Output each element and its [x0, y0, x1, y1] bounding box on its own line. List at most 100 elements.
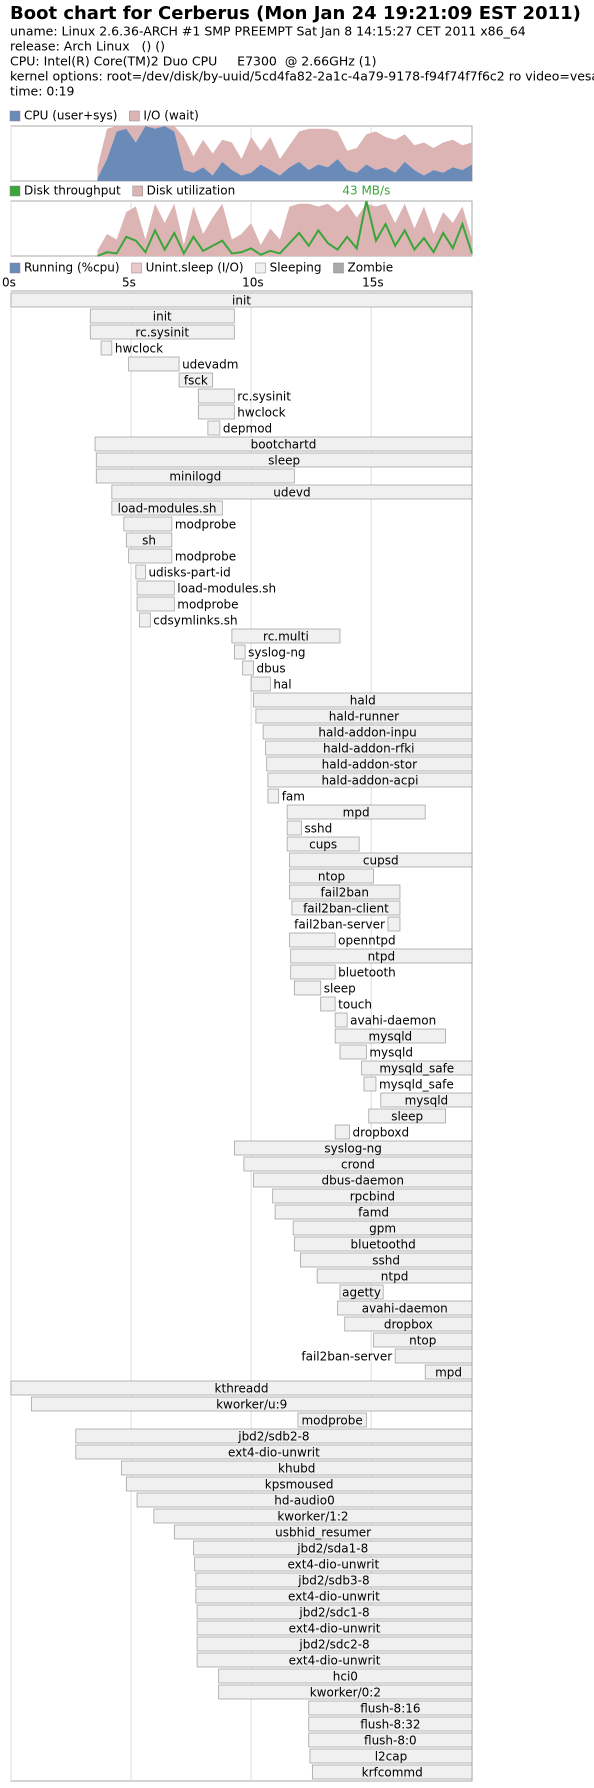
process-bar [293, 980, 322, 996]
process-bar [125, 532, 173, 548]
process-label: hald-addon-stor [322, 758, 417, 772]
process-bar [334, 1012, 348, 1028]
process-label: minilogd [169, 470, 221, 484]
process-bar [95, 452, 473, 468]
process-bar [368, 1108, 446, 1124]
process-label: modprobe [175, 550, 236, 564]
process-label: rc.sysinit [237, 390, 291, 404]
header-line: CPU: Intel(R) Core(TM)2 Duo CPU E7300 @ … [10, 54, 376, 69]
process-bar [255, 708, 473, 724]
process-label: touch [338, 998, 372, 1012]
process-bar [308, 1732, 473, 1748]
process-label: fsck [184, 374, 208, 388]
process-label: flush-8:16 [360, 1702, 420, 1716]
process-bar [136, 580, 175, 596]
process-bar [424, 1364, 473, 1380]
process-label: jbd2/sdc2-8 [298, 1638, 369, 1652]
process-label: ntop [318, 870, 345, 884]
x-tick-label: 0s [2, 276, 16, 290]
process-label: khubd [278, 1462, 315, 1476]
process-label: syslog-ng [248, 646, 305, 660]
process-label: mysqld [369, 1046, 413, 1060]
process-label: kworker/1:2 [277, 1510, 348, 1524]
legend-label: Sleeping [270, 261, 322, 275]
legend-swatch [9, 185, 21, 197]
process-label: hald-addon-inpu [318, 726, 416, 740]
process-label: hwclock [115, 342, 163, 356]
process-label: flush-8:32 [360, 1718, 420, 1732]
process-bar [286, 820, 302, 836]
process-bar [100, 340, 113, 356]
chart-title: Boot chart for Cerberus (Mon Jan 24 19:2… [10, 3, 581, 24]
legend-swatch [9, 110, 21, 122]
legend-swatch [255, 262, 266, 274]
process-bar [387, 916, 401, 932]
process-label: cups [309, 838, 337, 852]
process-bar [123, 516, 173, 532]
process-bar [344, 1316, 473, 1332]
process-bar [207, 420, 221, 436]
process-bar [136, 1492, 473, 1508]
process-bar [94, 436, 473, 452]
process-label: jbd2/sdb3-8 [297, 1574, 369, 1588]
process-label: usbhid_resumer [275, 1526, 371, 1540]
process-label: fail2ban-server [301, 1350, 392, 1364]
process-bar [218, 1684, 473, 1700]
cpu-area [97, 126, 472, 181]
header-line: uname: Linux 2.6.36-ARCH #1 SMP PREEMPT … [10, 24, 526, 39]
process-bar [31, 1396, 473, 1412]
peak-label: 43 MB/s [342, 184, 390, 198]
process-bar [292, 1220, 473, 1236]
process-bar [380, 1092, 473, 1108]
process-label: jbd2/sda1-8 [296, 1542, 368, 1556]
process-bar [363, 1076, 377, 1092]
process-bar [339, 1044, 367, 1060]
process-bar [373, 1332, 473, 1348]
process-label: ext4-dio-unwrit [288, 1590, 380, 1604]
process-bar [242, 660, 254, 676]
process-bar [135, 564, 146, 580]
process-bar [121, 1460, 473, 1476]
process-label: udisks-part-id [148, 566, 230, 580]
process-bar [267, 788, 280, 804]
process-bar [153, 1508, 473, 1524]
process-bar [197, 388, 235, 404]
process-label: ntpd [368, 950, 396, 964]
process-bar [195, 1572, 473, 1588]
process-label: mpd [435, 1366, 462, 1380]
process-bar [286, 804, 426, 820]
process-bar [128, 548, 173, 564]
process-bar [193, 1540, 473, 1556]
process-label: flush-8:0 [364, 1734, 417, 1748]
process-label: syslog-ng [324, 1142, 381, 1156]
process-label: modprobe [301, 1414, 362, 1428]
process-label: init [153, 310, 172, 324]
process-label: mysqld [369, 1030, 413, 1044]
process-bar [290, 948, 473, 964]
process-label: fail2ban-server [294, 918, 385, 932]
process-bar [309, 1748, 473, 1764]
process-label: hci0 [333, 1670, 358, 1684]
process-bar [139, 612, 151, 628]
legend-label: I/O (wait) [143, 109, 198, 123]
process-label: fam [282, 790, 305, 804]
process-label: dropboxd [353, 1126, 410, 1140]
process-bar [289, 868, 374, 884]
process-label: gpm [369, 1222, 396, 1236]
header-line: release: Arch Linux () () [10, 39, 165, 54]
process-bar [95, 468, 295, 484]
process-bar [289, 884, 401, 900]
process-bar [291, 900, 401, 916]
process-bar [253, 692, 473, 708]
process-label: sh [142, 534, 156, 548]
process-bar [265, 740, 473, 756]
process-label: mysqld [405, 1094, 449, 1108]
process-label: hal [273, 678, 291, 692]
process-label: bluetoothd [351, 1238, 416, 1252]
process-label: ext4-dio-unwrit [287, 1558, 379, 1572]
legend-swatch [129, 110, 140, 122]
process-bar [196, 1620, 473, 1636]
process-bar [10, 292, 473, 308]
process-label: mpd [343, 806, 370, 820]
